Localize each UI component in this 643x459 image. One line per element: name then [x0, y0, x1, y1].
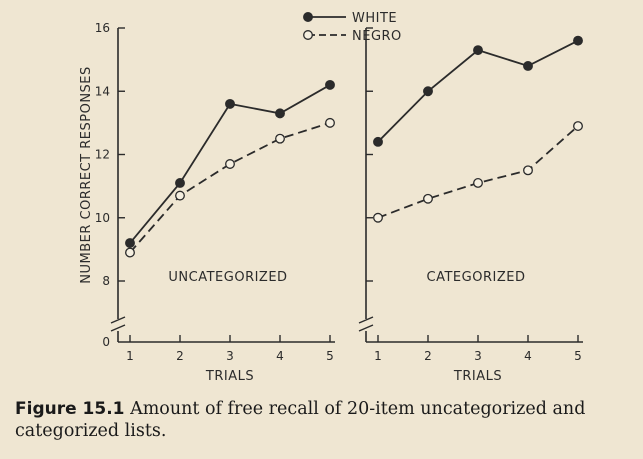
data-point-negro [275, 133, 285, 144]
x-tick-label: 4 [524, 349, 532, 363]
data-point-negro [523, 165, 533, 176]
y-tick-label: 14 [95, 84, 110, 98]
axis-break-mark [110, 324, 126, 332]
data-point-negro [373, 212, 383, 223]
data-point-white [225, 98, 235, 109]
x-axis-label: TRIALS [453, 369, 502, 384]
y-tick-label: 10 [95, 211, 110, 225]
data-point-negro [325, 117, 335, 128]
x-tick-label: 2 [176, 349, 184, 363]
legend-label-white: WHITE [352, 11, 397, 26]
series-line-negro [377, 125, 579, 219]
data-point-negro [225, 159, 235, 169]
y-tick-label: 8 [102, 274, 110, 288]
caption-label: Figure 15.1 [15, 399, 125, 419]
figure-caption: Figure 15.1 Amount of free recall of 20-… [15, 398, 635, 442]
data-point-white [423, 86, 433, 97]
data-point-negro [423, 193, 433, 204]
x-axis-label: TRIALS [205, 369, 254, 384]
data-point-white [125, 238, 135, 249]
data-point-negro [175, 190, 185, 201]
panel-label: CATEGORIZED [427, 270, 526, 285]
data-point-white [473, 45, 483, 56]
series-line-white [377, 39, 579, 143]
caption-text: Amount of free recall of 20-item uncateg… [15, 399, 586, 441]
y-tick-label: 12 [95, 148, 110, 162]
data-point-white [175, 178, 185, 188]
x-tick-label: 1 [374, 349, 382, 363]
legend-marker-negro [303, 30, 313, 40]
series-line-negro [129, 122, 331, 254]
y-tick-label: 16 [95, 21, 110, 35]
legend-label-negro: NEGRO [352, 29, 402, 44]
data-point-white [573, 35, 583, 46]
x-tick-label: 5 [326, 349, 334, 363]
x-tick-label: 2 [424, 349, 432, 363]
x-tick-label: 4 [276, 349, 284, 363]
x-tick-label: 1 [126, 349, 134, 363]
data-point-negro [125, 247, 135, 258]
axis-break-mark [358, 316, 374, 324]
data-point-white [325, 79, 335, 90]
x-tick-label: 3 [474, 349, 482, 363]
data-point-negro [473, 178, 483, 188]
data-point-negro [573, 121, 583, 131]
x-tick-label: 5 [574, 349, 582, 363]
data-point-white [523, 60, 533, 71]
y-tick-label: 0 [102, 335, 110, 349]
data-point-white [275, 108, 285, 119]
axis-break-mark [358, 324, 374, 332]
y-axis-label: NUMBER CORRECT RESPONSES [79, 66, 94, 284]
panel-label: UNCATEGORIZED [168, 270, 287, 285]
axis-break-mark [110, 316, 126, 324]
legend-marker-white [303, 12, 313, 22]
x-tick-label: 3 [226, 349, 234, 363]
data-point-white [373, 136, 383, 147]
